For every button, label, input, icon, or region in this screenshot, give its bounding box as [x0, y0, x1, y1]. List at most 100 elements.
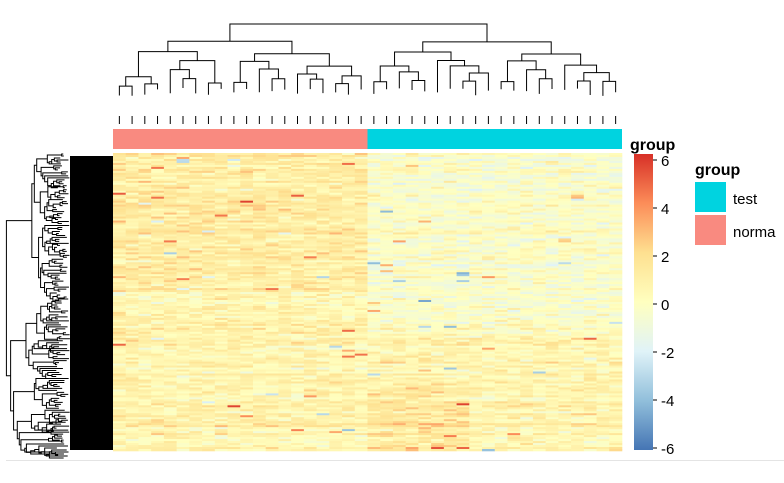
- heatmap-cell: [367, 282, 381, 285]
- heatmap-cell: [520, 220, 534, 223]
- heatmap-cell: [163, 292, 177, 295]
- heatmap-cell: [443, 359, 457, 362]
- heatmap-cell: [443, 339, 457, 343]
- heatmap-cell: [405, 266, 419, 269]
- heatmap-cell: [494, 248, 508, 251]
- heatmap-cell: [291, 194, 305, 198]
- heatmap-cell: [443, 276, 457, 279]
- heatmap-cell: [240, 168, 254, 172]
- heatmap-cell: [151, 351, 165, 354]
- heatmap-cell: [265, 162, 279, 166]
- heatmap-cell: [252, 311, 266, 315]
- heatmap-cell: [520, 371, 534, 374]
- heatmap-cell: [113, 174, 127, 178]
- heatmap-cell: [443, 216, 457, 219]
- heatmap-cell: [367, 218, 381, 221]
- heatmap-cell: [291, 212, 305, 215]
- heatmap-cell: [418, 296, 432, 299]
- heatmap-cell: [532, 186, 546, 190]
- heatmap-cell: [380, 170, 394, 174]
- heatmap-cell: [405, 180, 419, 184]
- heatmap-cell: [520, 176, 534, 180]
- heatmap-cell: [596, 325, 610, 329]
- heatmap-cell: [163, 296, 177, 299]
- heatmap-cell: [265, 244, 279, 247]
- heatmap-cell: [303, 321, 317, 325]
- heatmap-cell: [469, 204, 483, 207]
- heatmap-cell: [583, 339, 597, 343]
- heatmap-cell: [583, 264, 597, 267]
- heatmap-cell: [329, 329, 343, 333]
- heatmap-cell: [558, 319, 572, 323]
- heatmap-cell: [265, 210, 279, 213]
- heatmap-cell: [329, 192, 343, 196]
- heatmap-cell: [227, 298, 241, 301]
- heatmap-cell: [494, 379, 508, 382]
- heatmap-cell: [265, 377, 279, 380]
- heatmap-cell: [367, 258, 381, 261]
- heatmap-cell: [571, 240, 585, 243]
- heatmap-cell: [558, 248, 572, 251]
- heatmap-cell: [482, 180, 496, 184]
- heatmap-cell: [431, 242, 445, 245]
- heatmap-cell: [583, 387, 597, 390]
- heatmap-cell: [227, 309, 241, 313]
- heatmap-cell: [443, 236, 457, 239]
- heatmap-cell: [316, 153, 330, 156]
- heatmap-cell: [571, 278, 585, 281]
- heatmap-cell: [278, 357, 292, 360]
- heatmap-cell: [214, 248, 228, 251]
- heatmap-cell: [380, 321, 394, 325]
- heatmap-cell: [278, 214, 292, 217]
- heatmap-cell: [125, 369, 139, 372]
- heatmap-cell: [571, 325, 585, 329]
- heatmap-cell: [545, 210, 559, 213]
- heatmap-cell: [278, 258, 292, 261]
- heatmap-cell: [469, 278, 483, 281]
- heatmap-cell: [329, 178, 343, 182]
- heatmap-cell: [494, 300, 508, 303]
- heatmap-cell: [392, 381, 406, 384]
- heatmap-cell: [214, 395, 228, 398]
- heatmap-cell: [113, 206, 127, 209]
- heatmap-cell: [240, 160, 254, 164]
- heatmap-cell: [138, 369, 152, 372]
- heatmap-cell: [520, 206, 534, 209]
- heatmap-cell: [214, 347, 228, 350]
- heatmap-cell: [596, 222, 610, 225]
- heatmap-cell: [163, 206, 177, 209]
- heatmap-cell: [138, 188, 152, 192]
- heatmap-cell: [342, 158, 356, 162]
- heatmap-cell: [354, 206, 368, 209]
- heatmap-cell: [494, 206, 508, 209]
- heatmap-cell: [329, 383, 343, 386]
- heatmap-cell: [507, 361, 521, 364]
- heatmap-cell: [443, 204, 457, 207]
- heatmap-cell: [482, 391, 496, 394]
- heatmap-cell: [583, 246, 597, 249]
- heatmap-cell: [138, 204, 152, 207]
- heatmap-cell: [303, 170, 317, 174]
- heatmap-cell: [367, 349, 381, 352]
- heatmap-cell: [571, 236, 585, 239]
- heatmap-cell: [342, 153, 356, 156]
- heatmap-cell: [545, 321, 559, 325]
- heatmap-cell: [418, 270, 432, 273]
- heatmap-cell: [227, 216, 241, 219]
- heatmap-cell: [443, 250, 457, 253]
- heatmap-cell: [202, 375, 216, 378]
- heatmap-cell: [482, 274, 496, 277]
- heatmap-cell: [571, 292, 585, 295]
- heatmap-cell: [494, 220, 508, 223]
- heatmap-cell: [278, 204, 292, 207]
- heatmap-cell: [303, 182, 317, 186]
- heatmap-cell: [507, 333, 521, 337]
- heatmap-cell: [316, 200, 330, 203]
- heatmap-cell: [316, 168, 330, 172]
- heatmap-cell: [125, 385, 139, 388]
- heatmap-cell: [482, 182, 496, 186]
- dendrogram-link: [436, 60, 466, 93]
- heatmap-cell: [291, 250, 305, 253]
- heatmap-cell: [482, 361, 496, 364]
- heatmap-cell: [405, 220, 419, 223]
